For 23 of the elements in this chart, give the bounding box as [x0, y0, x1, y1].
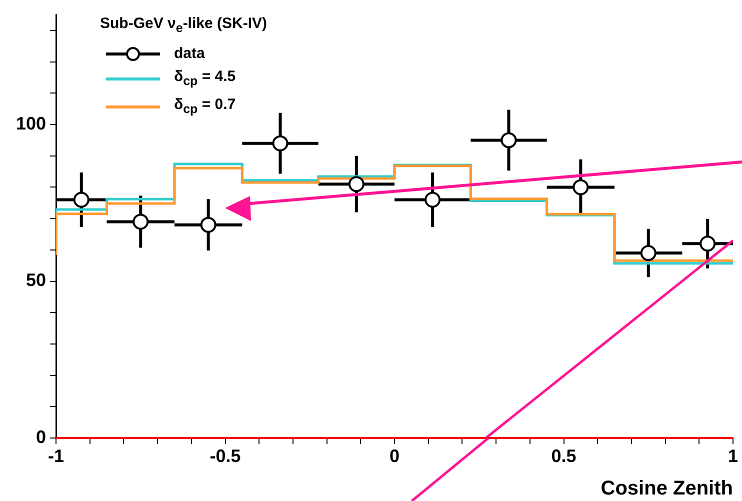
x-tick-label: 0	[389, 446, 400, 466]
legend-label: δ$_{cp}$ = 4.5	[174, 67, 236, 90]
point	[200, 216, 216, 233]
x-tick-label: -1	[48, 446, 64, 466]
point	[132, 214, 149, 230]
point	[272, 135, 288, 152]
x-axis-title: Cosine Zenith	[600, 478, 733, 500]
point	[572, 179, 589, 196]
y-tick-label: 100	[16, 113, 46, 134]
x-tick-label: -0.5	[210, 446, 241, 466]
x-tick-label: 1	[728, 446, 738, 466]
y-tick-label: 50	[26, 270, 46, 290]
legend-label: δ$_{cp}$ = 0.7	[174, 95, 236, 118]
point	[348, 176, 364, 192]
point	[640, 245, 656, 262]
x-tick-label: 0.5	[551, 446, 576, 466]
point	[700, 236, 716, 252]
point	[500, 132, 517, 148]
y-tick-label: 0	[36, 426, 46, 447]
legend-label: data	[174, 44, 205, 64]
point	[73, 192, 90, 208]
point	[424, 192, 441, 208]
legend-title: Sub-GeV ν$_{e}$-like (SK-IV)	[100, 14, 267, 37]
